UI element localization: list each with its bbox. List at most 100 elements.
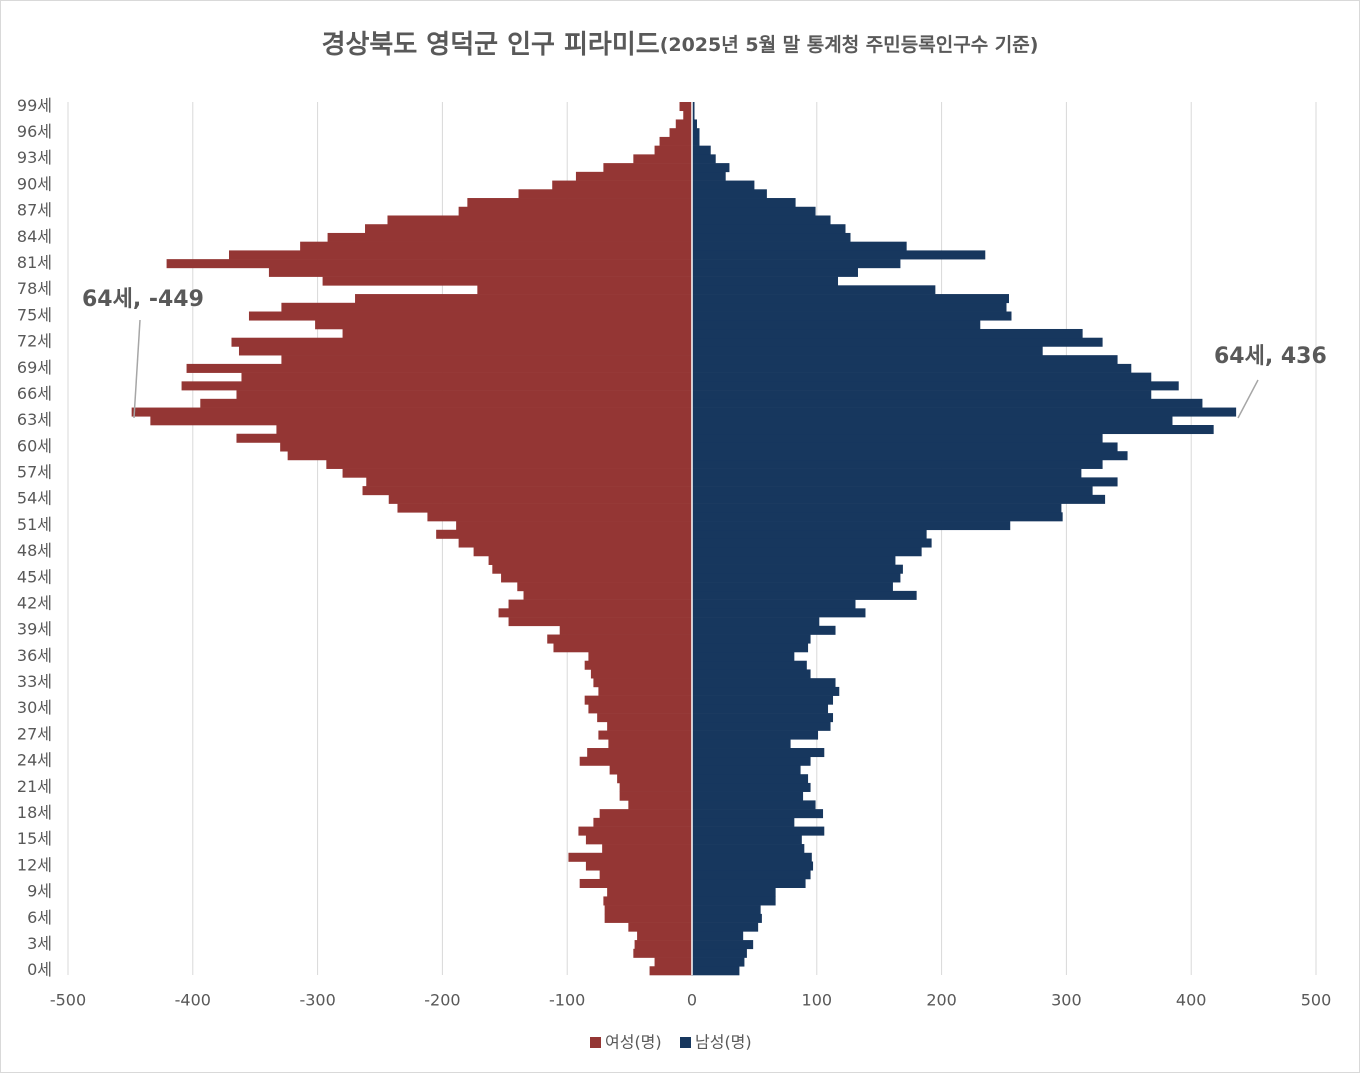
bar: [397, 503, 692, 513]
y-tick-label: 90세: [17, 174, 52, 193]
y-tick-label: 36세: [17, 646, 52, 665]
bar: [692, 896, 776, 906]
bar: [692, 887, 776, 897]
y-tick-label: 93세: [17, 148, 52, 167]
bar: [559, 625, 692, 635]
bar: [568, 852, 692, 862]
bar: [692, 276, 839, 286]
bar: [692, 355, 1118, 365]
bar: [649, 966, 692, 976]
bar: [366, 477, 692, 487]
bar: [692, 634, 811, 644]
bar: [607, 887, 692, 897]
bar: [692, 931, 744, 941]
bar: [473, 547, 692, 557]
bar: [280, 442, 692, 452]
bar: [585, 861, 692, 871]
bar: [692, 573, 901, 583]
bar: [692, 390, 1152, 400]
bar: [692, 669, 811, 679]
y-tick-label: 87세: [17, 201, 52, 220]
legend-label: 남성(명): [695, 1033, 752, 1052]
bar: [633, 948, 692, 958]
bar: [692, 800, 816, 810]
bar: [692, 171, 726, 181]
bar: [342, 468, 692, 478]
bar: [692, 459, 1103, 469]
bar: [692, 494, 1106, 504]
bar: [692, 704, 829, 714]
bar: [692, 311, 1012, 321]
bar: [322, 276, 692, 286]
bar: [692, 643, 809, 653]
bar: [692, 503, 1062, 513]
bar: [692, 852, 812, 862]
bar: [327, 232, 692, 242]
bar: [692, 128, 700, 138]
bar: [458, 206, 692, 216]
bar: [248, 311, 692, 321]
bar: [692, 686, 840, 696]
y-tick-label: 42세: [17, 593, 52, 612]
bar: [692, 302, 1007, 312]
bar: [692, 966, 740, 976]
bar: [675, 119, 692, 129]
bar: [228, 250, 692, 260]
bar: [427, 512, 692, 522]
bar: [692, 948, 747, 958]
bar: [518, 189, 692, 199]
bar: [692, 861, 814, 871]
bar: [588, 651, 692, 662]
bar: [692, 651, 795, 662]
bar: [617, 774, 692, 784]
bar: [692, 809, 824, 819]
y-tick-label: 6세: [27, 908, 52, 927]
x-tick-label: -300: [299, 991, 335, 1010]
x-tick-label: 400: [1176, 991, 1207, 1010]
bar: [619, 791, 692, 801]
bar: [598, 686, 692, 696]
bar: [692, 206, 816, 216]
x-tick-label: 300: [1051, 991, 1082, 1010]
bar: [692, 564, 903, 574]
bar: [692, 232, 851, 242]
bar: [692, 241, 907, 251]
y-tick-label: 66세: [17, 384, 52, 403]
annotation-leader: [133, 319, 141, 419]
bar: [692, 730, 819, 740]
bar: [692, 154, 716, 164]
y-tick-label: 3세: [27, 934, 52, 953]
bar: [585, 835, 692, 845]
y-tick-label: 12세: [17, 855, 52, 874]
bar: [692, 250, 986, 260]
bar: [241, 372, 693, 382]
bar: [692, 180, 755, 190]
annotation-leader: [1237, 379, 1259, 419]
y-tick-label: 57세: [17, 463, 52, 482]
bar: [633, 154, 692, 164]
bar: [584, 660, 692, 670]
bar: [692, 486, 1093, 496]
bar: [523, 590, 692, 600]
y-tick-label: 9세: [27, 882, 52, 901]
bar: [628, 922, 692, 932]
bar: [692, 451, 1128, 461]
bar: [692, 599, 856, 609]
bar: [300, 241, 692, 251]
bar: [477, 285, 692, 295]
bar: [603, 896, 692, 906]
bar: [590, 669, 692, 679]
bar: [692, 468, 1082, 478]
bar: [692, 870, 811, 880]
bar: [692, 328, 1083, 339]
bar: [276, 425, 692, 435]
bar: [355, 294, 692, 304]
bar: [692, 163, 730, 173]
y-tick-label: 24세: [17, 751, 52, 770]
bar: [692, 433, 1103, 443]
bar: [692, 198, 796, 208]
plot-area: -500 -400 -300 -200 -100 0 100 200 300 400 500 0세 3세…: [17, 96, 1331, 1010]
x-tick-label: 200: [926, 991, 957, 1010]
bar: [584, 695, 692, 705]
bar: [692, 791, 804, 801]
